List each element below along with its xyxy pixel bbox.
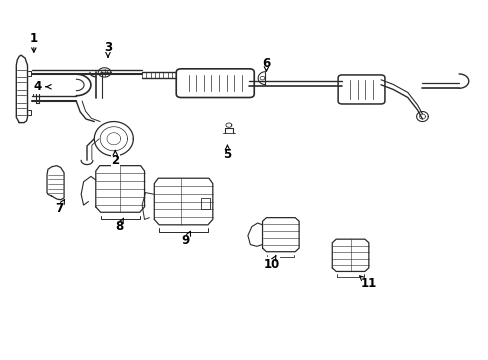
Text: 5: 5: [223, 148, 231, 161]
Text: 10: 10: [263, 258, 279, 271]
Text: 8: 8: [115, 220, 123, 233]
Text: 4: 4: [33, 80, 41, 93]
Text: 6: 6: [262, 57, 270, 70]
Text: 1: 1: [30, 32, 38, 45]
Text: 3: 3: [103, 41, 112, 54]
Text: 7: 7: [55, 202, 63, 215]
Text: 9: 9: [182, 234, 190, 247]
Text: 11: 11: [360, 278, 376, 291]
Text: 2: 2: [111, 154, 119, 167]
